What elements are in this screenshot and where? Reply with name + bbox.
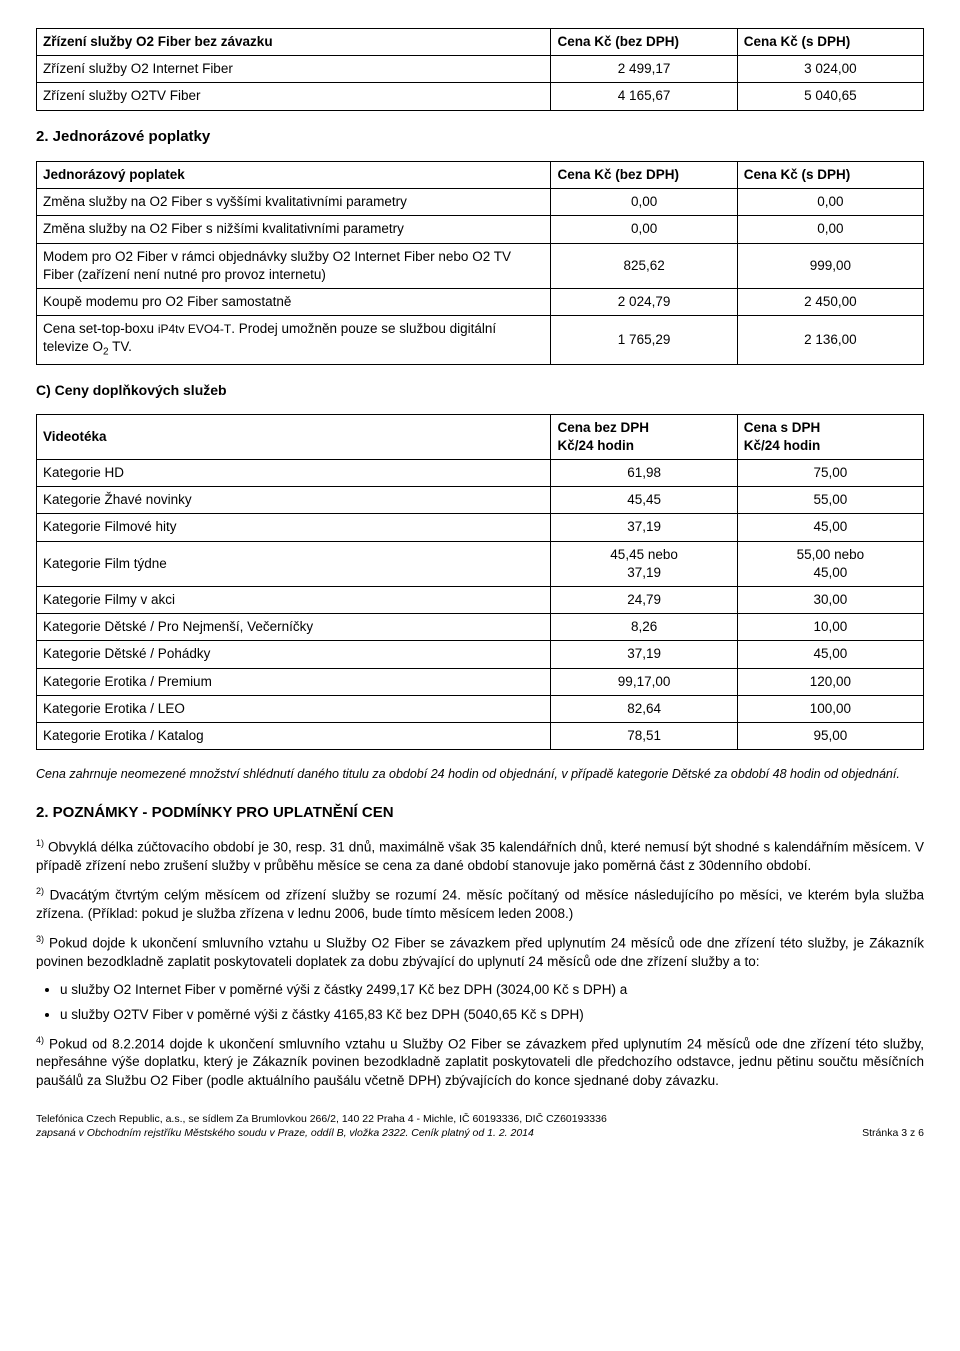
note-4: 4) Pokud od 8.2.2014 dojde k ukončení sm… (36, 1034, 924, 1090)
bullet-o2tv-fiber: u služby O2TV Fiber v poměrné výši z čás… (60, 1006, 924, 1024)
note-2: 2) Dvacátým čtvrtým celým měsícem od zří… (36, 885, 924, 923)
videoteka-note: Cena zahrnuje neomezené množství shlédnu… (36, 766, 924, 783)
table-row: Modem pro O2 Fiber v rámci objednávky sl… (37, 243, 924, 288)
table-row: Změna služby na O2 Fiber s nižšími kvali… (37, 216, 924, 243)
table-row: Cena set-top-boxu iP4tv EVO4-T. Prodej u… (37, 316, 924, 364)
footer-registry: zapsaná v Obchodním rejstříku Městského … (36, 1126, 607, 1140)
section-c-title: C) Ceny doplňkových služeb (36, 381, 924, 400)
table-row: Zřízení služby O2TV Fiber 4 165,67 5 040… (37, 83, 924, 110)
table-row: Kategorie Erotika / Katalog78,5195,00 (37, 723, 924, 750)
table-row: Kategorie Filmové hity37,1945,00 (37, 514, 924, 541)
footer-page-number: Stránka 3 z 6 (862, 1126, 924, 1140)
note-1: 1) Obvyklá délka zúčtovacího období je 3… (36, 837, 924, 875)
t1-h3: Cena Kč (s DPH) (737, 29, 923, 56)
t2-h3: Cena Kč (s DPH) (737, 161, 923, 188)
t3-h2: Cena bez DPH Kč/24 hodin (551, 414, 737, 459)
bullet-internet-fiber: u služby O2 Internet Fiber v poměrné výš… (60, 981, 924, 999)
settop-cell: Cena set-top-boxu iP4tv EVO4-T. Prodej u… (37, 316, 551, 364)
table-one-time-fees: Jednorázový poplatek Cena Kč (bez DPH) C… (36, 161, 924, 365)
footer-company: Telefónica Czech Republic, a.s., se sídl… (36, 1112, 607, 1126)
table-row: Kategorie HD61,9875,00 (37, 459, 924, 486)
table-row: Změna služby na O2 Fiber s vyššími kvali… (37, 189, 924, 216)
note-3-bullets: u služby O2 Internet Fiber v poměrné výš… (60, 981, 924, 1023)
table-setup-fees: Zřízení služby O2 Fiber bez závazku Cena… (36, 28, 924, 111)
section-notes-title: 2. POZNÁMKY - PODMÍNKY PRO UPLATNĚNÍ CEN (36, 803, 924, 823)
table-row: Kategorie Erotika / Premium99,17,00120,0… (37, 668, 924, 695)
table-row: Kategorie Film týdne45,45 nebo 37,1955,0… (37, 541, 924, 586)
t3-h1: Videotéka (37, 414, 551, 459)
table-row: Zřízení služby O2 Internet Fiber 2 499,1… (37, 56, 924, 83)
table-row: Kategorie Dětské / Pohádky37,1945,00 (37, 641, 924, 668)
table-row: Kategorie Filmy v akci24,7930,00 (37, 587, 924, 614)
table-row: Kategorie Erotika / LEO82,64100,00 (37, 695, 924, 722)
page-footer: Telefónica Czech Republic, a.s., se sídl… (36, 1112, 924, 1140)
t2-h1: Jednorázový poplatek (37, 161, 551, 188)
section-one-time-fees-title: 2. Jednorázové poplatky (36, 127, 924, 147)
t1-h2: Cena Kč (bez DPH) (551, 29, 737, 56)
table-row: Kategorie Žhavé novinky45,4555,00 (37, 487, 924, 514)
t2-h2: Cena Kč (bez DPH) (551, 161, 737, 188)
table-videoteka: Videotéka Cena bez DPH Kč/24 hodin Cena … (36, 414, 924, 751)
table-row: Koupě modemu pro O2 Fiber samostatně 2 0… (37, 289, 924, 316)
table-row: Kategorie Dětské / Pro Nejmenší, Večerní… (37, 614, 924, 641)
t1-h1: Zřízení služby O2 Fiber bez závazku (37, 29, 551, 56)
note-3: 3) Pokud dojde k ukončení smluvního vzta… (36, 933, 924, 971)
t3-h3: Cena s DPH Kč/24 hodin (737, 414, 923, 459)
